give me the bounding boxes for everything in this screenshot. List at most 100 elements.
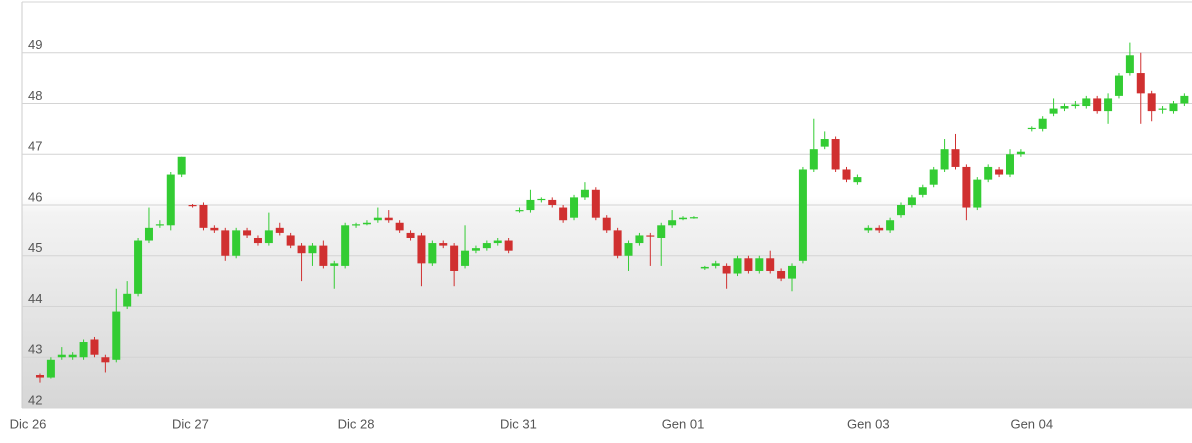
candle-body [199, 205, 208, 228]
y-tick-label: 43 [28, 342, 42, 357]
candle-body [1125, 55, 1134, 74]
candle-body [504, 240, 513, 251]
candle-body [155, 224, 164, 226]
candle-body [68, 354, 77, 358]
x-tick-label: Dic 26 [10, 416, 47, 431]
candle-body [1049, 108, 1058, 114]
candle-body [1082, 98, 1091, 107]
candle-body [777, 270, 786, 279]
candle-body [766, 258, 775, 271]
candle-body [1114, 75, 1123, 96]
candle-body [1060, 106, 1069, 109]
candle-body [210, 227, 219, 231]
candle-body [493, 240, 502, 244]
candle-body [406, 232, 415, 238]
candle-body [624, 243, 633, 256]
candle-body [417, 235, 426, 264]
candle-body [526, 199, 535, 211]
candle-body [395, 222, 404, 231]
candle-body [809, 149, 818, 170]
candle-body [471, 248, 480, 251]
candle-body [144, 227, 153, 241]
candle-body [482, 243, 491, 249]
x-tick-label: Dic 27 [172, 416, 209, 431]
candle-body [221, 230, 230, 256]
candle-body [744, 258, 753, 271]
candle-body [123, 293, 132, 307]
candle-body [330, 263, 339, 266]
x-tick-label: Gen 03 [847, 416, 890, 431]
candle-body [820, 139, 829, 147]
candle-body [1093, 98, 1102, 112]
y-tick-label: 45 [28, 240, 42, 255]
y-tick-label: 44 [28, 291, 42, 306]
candle-body [90, 339, 99, 355]
candle-body [896, 205, 905, 216]
y-tick-label: 46 [28, 189, 42, 204]
y-tick-label: 47 [28, 139, 42, 154]
candle-body [962, 166, 971, 208]
candle-body [613, 230, 622, 256]
candle-body [1147, 93, 1156, 112]
candle-body [1104, 98, 1113, 112]
candle-body [46, 359, 55, 378]
candle-body [166, 174, 175, 226]
candle-body [253, 237, 262, 244]
candle-body [112, 311, 121, 360]
candle-body [352, 224, 361, 226]
candle-body [515, 210, 524, 212]
candle-body [1005, 154, 1014, 175]
candle-body [973, 179, 982, 208]
candle-body [635, 235, 644, 244]
candle-body [940, 149, 949, 170]
candle-body [591, 189, 600, 218]
candle-body [450, 245, 459, 271]
candle-body [373, 217, 382, 221]
candle-body [35, 375, 44, 378]
candle-body [668, 220, 677, 226]
candle-body [439, 243, 448, 246]
y-tick-label: 49 [28, 37, 42, 52]
candle-body [297, 245, 306, 254]
candle-body [559, 207, 568, 221]
candle-body [798, 169, 807, 261]
candle-body [188, 205, 197, 207]
candle-body [79, 342, 88, 358]
candle-body [286, 235, 295, 246]
candle-body [308, 245, 317, 254]
candle-body [700, 266, 709, 269]
candle-body [755, 258, 764, 271]
candle-body [232, 230, 241, 256]
candle-body [1180, 95, 1189, 104]
candle-body [1169, 103, 1178, 112]
candle-body [995, 169, 1004, 175]
candle-body [362, 222, 371, 225]
candle-body [602, 217, 611, 231]
candle-body [1158, 108, 1167, 110]
candle-body [101, 357, 110, 363]
candle-body [679, 217, 688, 220]
candle-body [951, 149, 960, 167]
candle-body [711, 263, 720, 266]
candle-body [1071, 104, 1080, 107]
candle-body [57, 354, 66, 358]
candle-body [570, 197, 579, 218]
candle-body [842, 169, 851, 180]
candle-body [788, 265, 797, 279]
candle-body [384, 217, 393, 221]
candle-body [537, 198, 546, 201]
candle-body [657, 225, 666, 238]
candle-body [929, 169, 938, 185]
candle-body [646, 235, 655, 237]
candle-body [548, 199, 557, 205]
candle-body [864, 227, 873, 231]
candle-body [428, 243, 437, 264]
candle-body [275, 227, 284, 233]
y-tick-label: 48 [28, 88, 42, 103]
x-tick-label: Dic 28 [338, 416, 375, 431]
candle-body [733, 258, 742, 274]
candle-body [580, 189, 589, 198]
x-tick-label: Gen 01 [662, 416, 705, 431]
x-tick-label: Dic 31 [500, 416, 537, 431]
